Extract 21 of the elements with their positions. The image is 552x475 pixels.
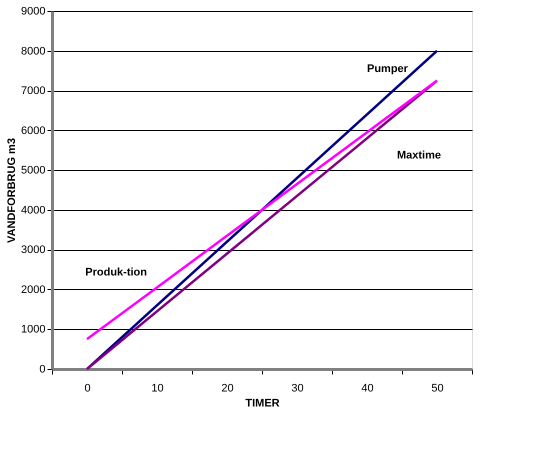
y-axis-title: VANDFORBRUG m3	[6, 138, 18, 243]
text: Maxtime	[397, 150, 442, 162]
y-tick-label: 9000	[21, 6, 46, 18]
x-tick-label: 0	[84, 382, 91, 394]
series-label: Pumper	[367, 62, 409, 75]
y-tick-label: 2000	[21, 284, 46, 296]
y-tick-label: 1000	[21, 324, 46, 336]
series-label: Produk-tion	[85, 266, 148, 278]
y-tick-label: 3000	[21, 244, 46, 256]
y-tick-label: 6000	[21, 124, 46, 137]
y-tick-label: 7000	[21, 85, 46, 98]
y-tick-label: 5000	[21, 164, 46, 177]
x-tick-label: 10	[151, 382, 164, 394]
x-tick-label: 30	[291, 382, 304, 394]
x-tick-label: 50	[431, 382, 444, 394]
x-tick-label: 40	[361, 382, 374, 394]
x-tick-label: 20	[221, 382, 234, 394]
y-tick-label: 8000	[21, 45, 46, 58]
x-axis-title: TIMER	[245, 398, 280, 410]
y-tick-label: 0	[39, 364, 46, 376]
y-tick-label: 4000	[21, 204, 46, 216]
